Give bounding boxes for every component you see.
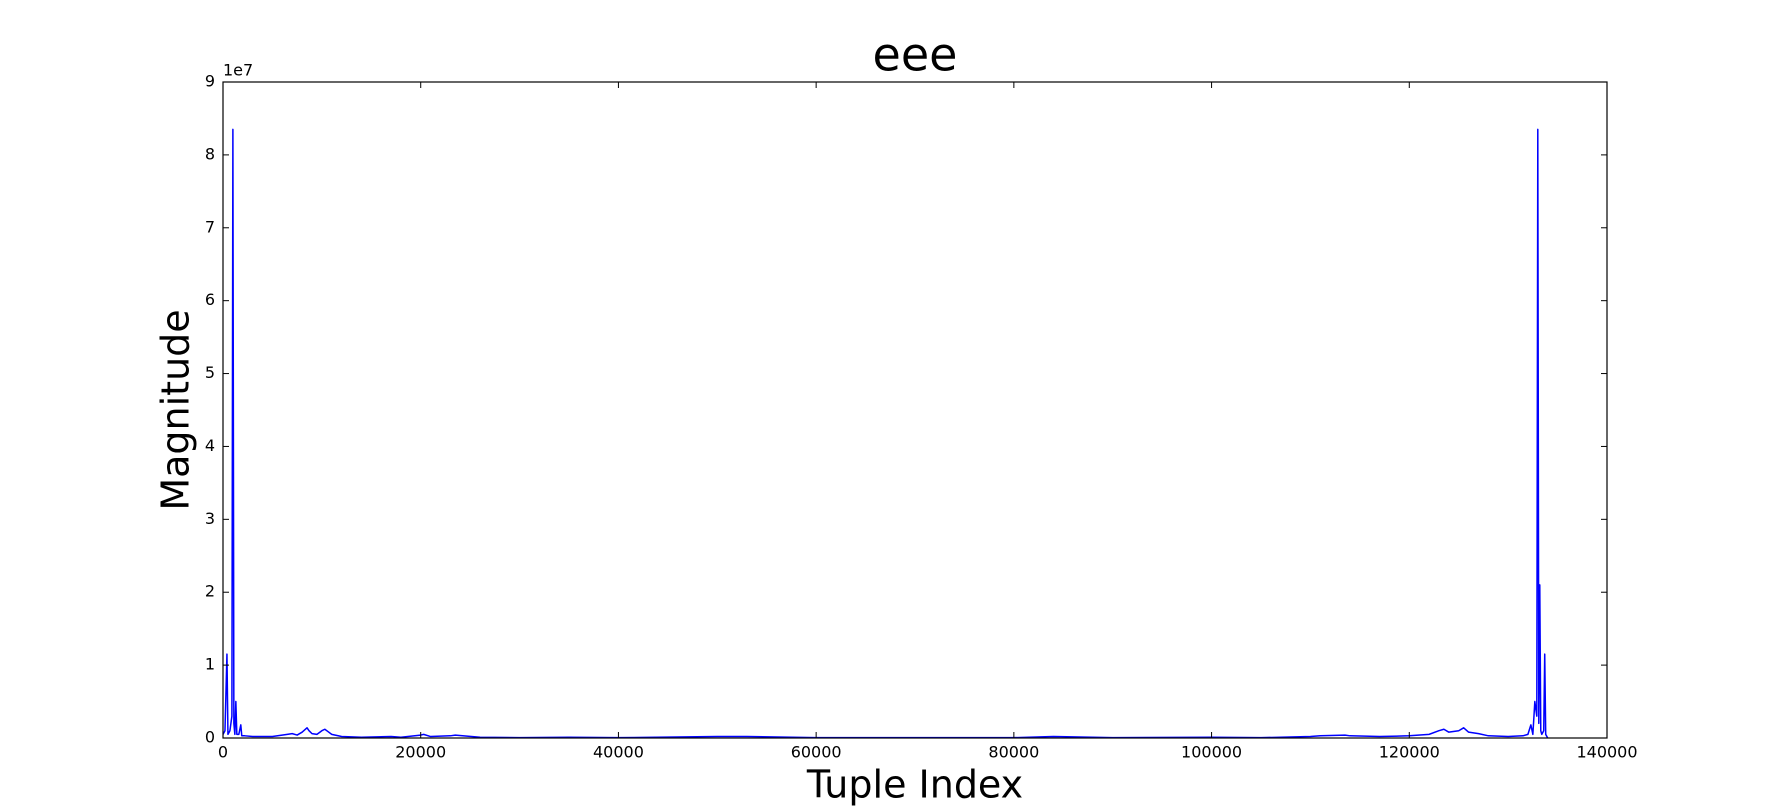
y-tick-label: 5	[205, 363, 215, 382]
y-tick-label: 2	[205, 582, 215, 601]
x-tick-label: 0	[218, 743, 228, 762]
y-tick-label: 7	[205, 217, 215, 236]
y-tick-label: 3	[205, 509, 215, 528]
x-tick-label: 60000	[791, 743, 842, 762]
y-tick-label: 0	[205, 728, 215, 747]
y-tick-label: 9	[205, 72, 215, 91]
x-tick-label: 20000	[395, 743, 446, 762]
plot-frame	[222, 81, 1608, 739]
x-tick-label: 100000	[1181, 743, 1242, 762]
x-tick-label: 40000	[593, 743, 644, 762]
x-axis-label: Tuple Index	[806, 763, 1023, 807]
y-tick-label: 4	[205, 436, 215, 455]
chart-title: eee	[873, 28, 958, 82]
y-offset-label: 1e7	[223, 61, 253, 80]
y-axis-label: Magnitude	[154, 309, 198, 510]
x-tick-label: 120000	[1379, 743, 1440, 762]
y-tick-label: 6	[205, 290, 215, 309]
y-tick-label: 1	[205, 655, 215, 674]
y-tick-label: 8	[205, 144, 215, 163]
x-tick-label: 140000	[1576, 743, 1637, 762]
x-tick-label: 80000	[988, 743, 1039, 762]
